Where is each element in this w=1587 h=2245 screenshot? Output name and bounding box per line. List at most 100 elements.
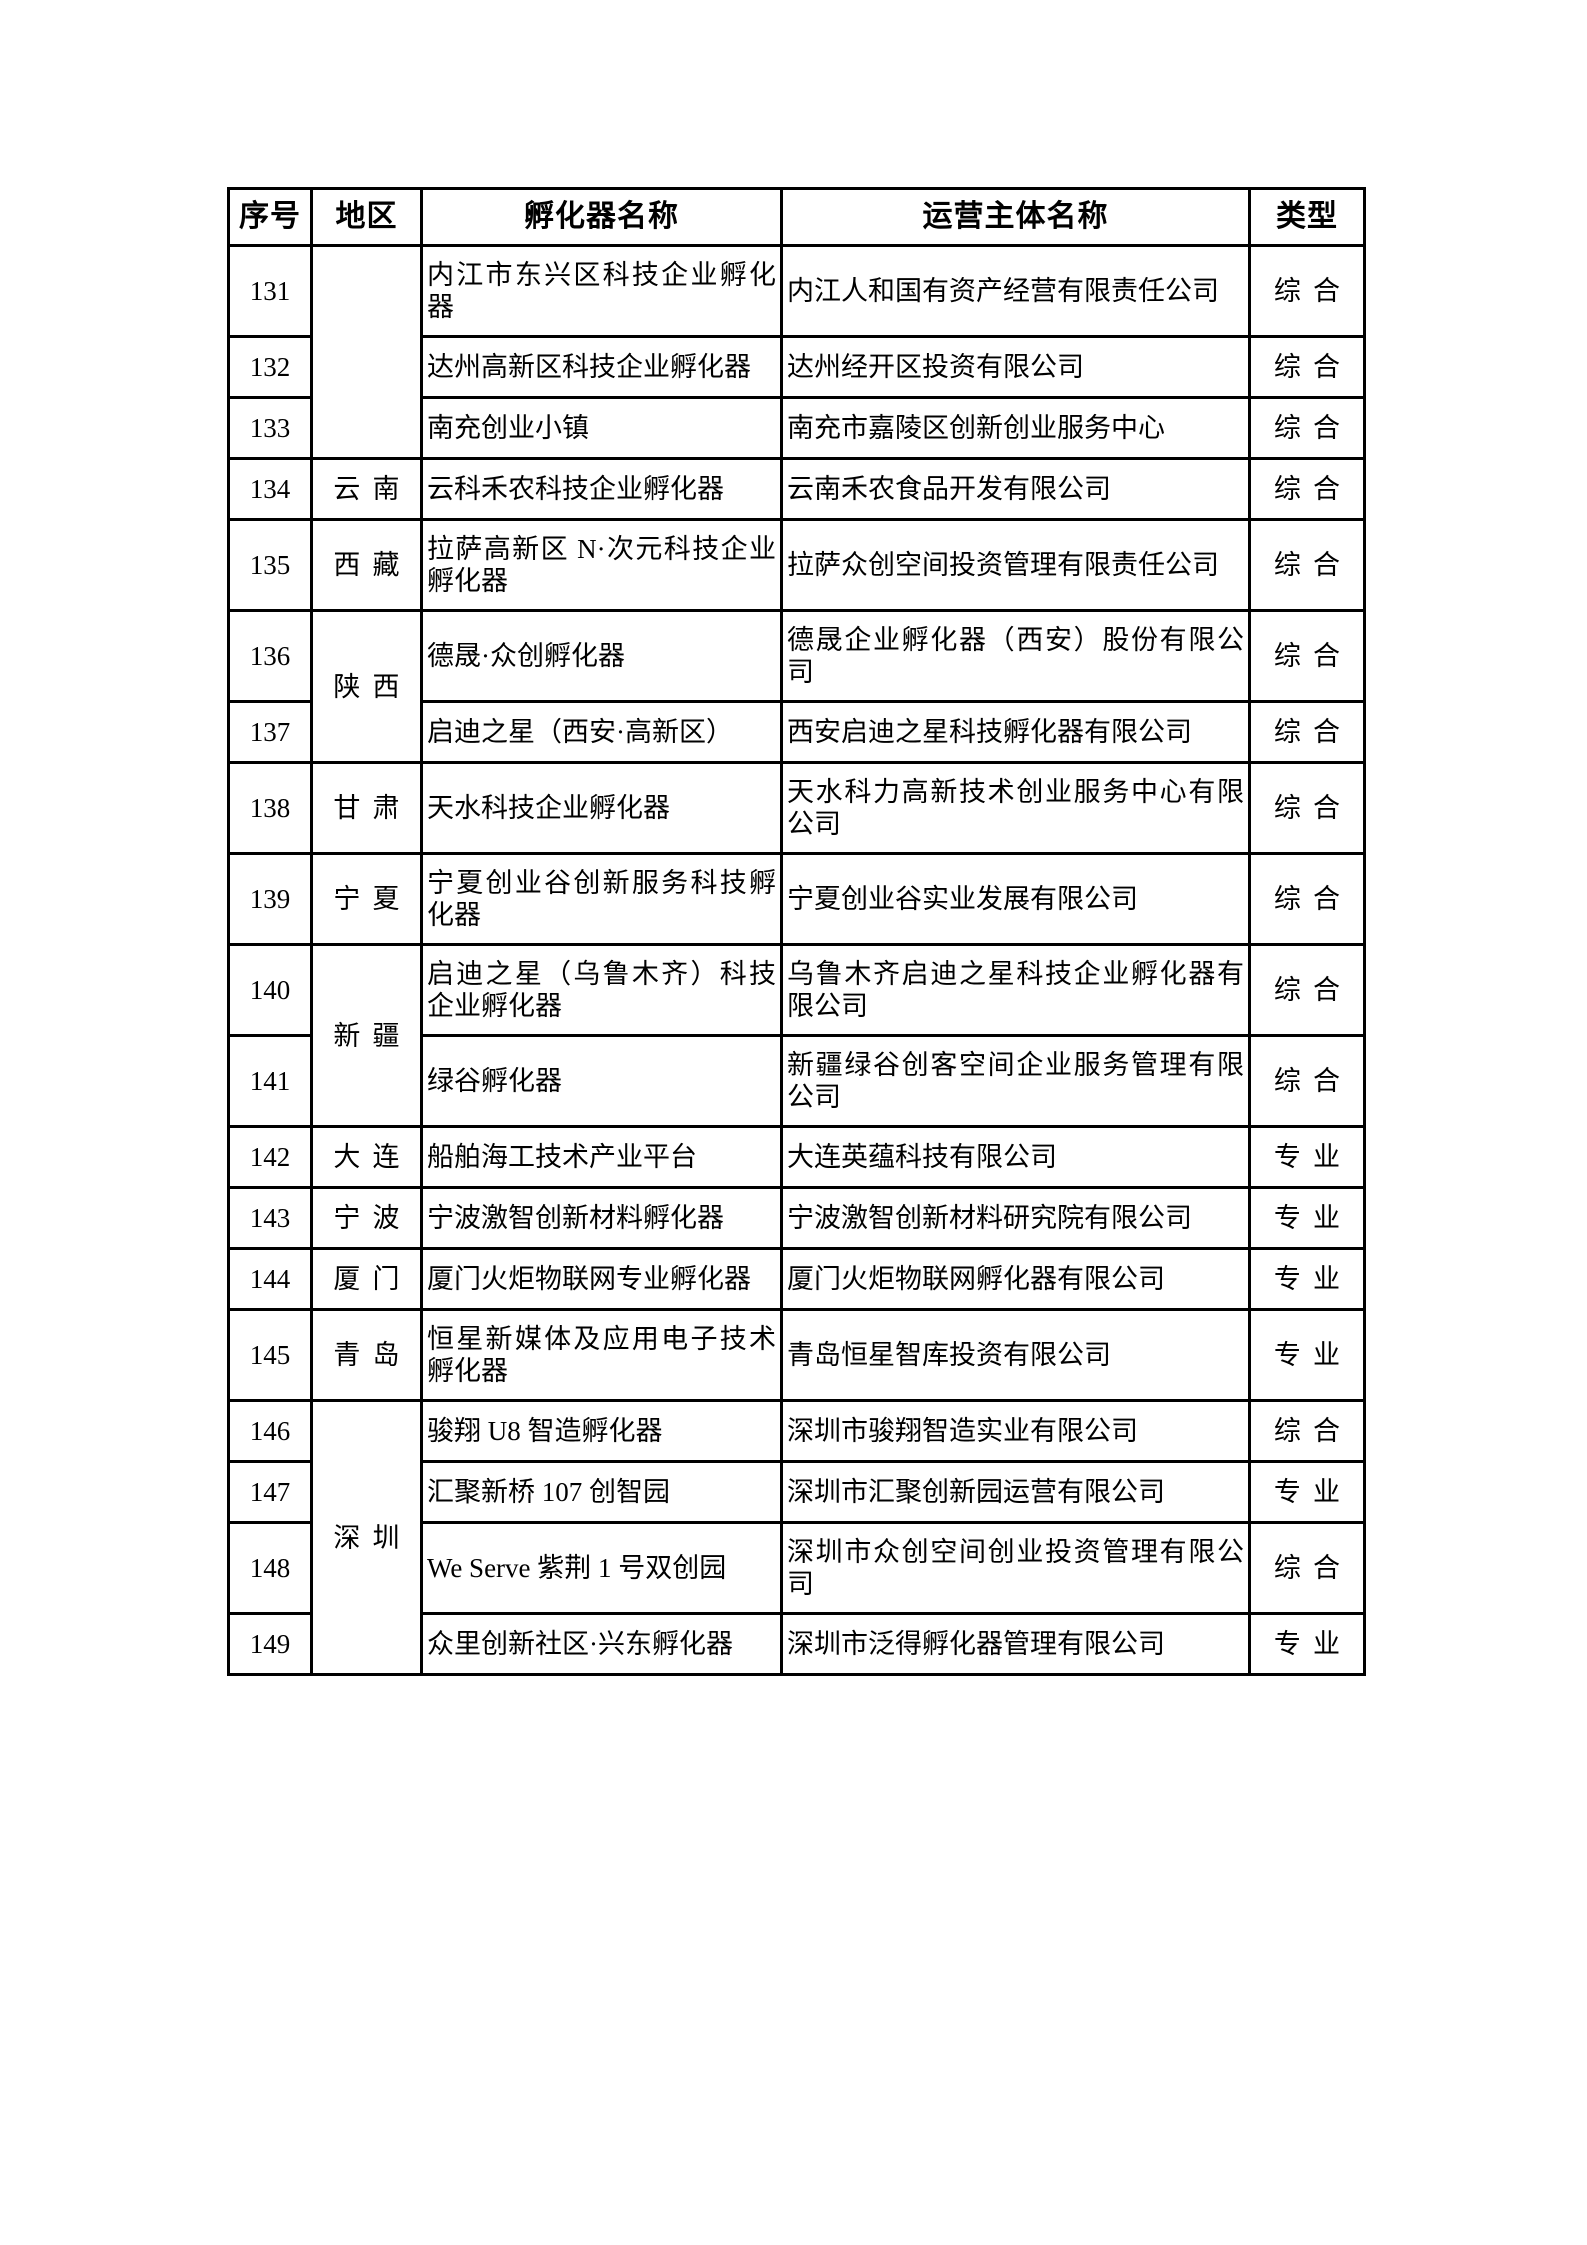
type-cell: 综合 xyxy=(1248,1034,1366,1128)
table-row: 146 深圳 骏翔 U8 智造孵化器 深圳市骏翔智造实业有限公司 综合 xyxy=(227,1399,1366,1676)
table-row: 132 达州高新区科技企业孵化器 达州经开区投资有限公司 综合 xyxy=(227,335,1366,399)
operator-name-cell: 乌鲁木齐启迪之星科技企业孵化器有限公司 xyxy=(780,943,1251,1037)
table-row: 149 众里创新社区·兴东孵化器 深圳市泛得孵化器管理有限公司 专业 xyxy=(227,1612,1366,1676)
table-row: 133 南充创业小镇 南充市嘉陵区创新创业服务中心 综合 xyxy=(227,396,1366,460)
row-number-cell: 147 xyxy=(227,1460,313,1524)
incubator-name-cell: 云科禾农科技企业孵化器 xyxy=(420,457,783,521)
operator-name-cell: 西安启迪之星科技孵化器有限公司 xyxy=(780,700,1251,764)
row-number-cell: 144 xyxy=(227,1247,313,1311)
operator-name-cell: 宁夏创业谷实业发展有限公司 xyxy=(780,852,1251,946)
operator-name-cell: 深圳市众创空间创业投资管理有限公司 xyxy=(780,1521,1251,1615)
row-number-cell: 131 xyxy=(227,244,313,338)
incubator-name-cell: 拉萨高新区 N·次元科技企业孵化器 xyxy=(420,518,783,612)
operator-name-cell: 达州经开区投资有限公司 xyxy=(780,335,1251,399)
incubator-table: 序号 地区 孵化器名称 运营主体名称 类型 131 内江市东兴区科技企业孵化器 内江人和国有… xyxy=(227,187,1366,1676)
operator-name-cell: 深圳市汇聚创新园运营有限公司 xyxy=(780,1460,1251,1524)
table-row: 139 宁夏 宁夏创业谷创新服务科技孵化器 宁夏创业谷实业发展有限公司 综合 xyxy=(227,852,1366,946)
incubator-name-cell: 达州高新区科技企业孵化器 xyxy=(420,335,783,399)
table-row: 136 陕西 德晟·众创孵化器 德晟企业孵化器（西安）股份有限公司 综合 xyxy=(227,609,1366,764)
type-cell: 综合 xyxy=(1248,1399,1366,1463)
operator-name-cell: 拉萨众创空间投资管理有限责任公司 xyxy=(780,518,1251,612)
operator-name-cell: 天水科力高新技术创业服务中心有限公司 xyxy=(780,761,1251,855)
operator-name-cell: 青岛恒星智库投资有限公司 xyxy=(780,1308,1251,1402)
region-cell: 大连 xyxy=(310,1125,423,1189)
region-cell: 甘肃 xyxy=(310,761,423,855)
incubator-name-cell: 汇聚新桥 107 创智园 xyxy=(420,1460,783,1524)
row-number-cell: 135 xyxy=(227,518,313,612)
table-body: 131 内江市东兴区科技企业孵化器 内江人和国有资产经营有限责任公司 综合 132 达州高… xyxy=(227,244,1366,1676)
table-header-row: 序号 地区 孵化器名称 运营主体名称 类型 xyxy=(227,187,1366,247)
row-number-cell: 145 xyxy=(227,1308,313,1402)
table-row: 138 甘肃 天水科技企业孵化器 天水科力高新技术创业服务中心有限公司 综合 xyxy=(227,761,1366,855)
incubator-name-cell: 宁夏创业谷创新服务科技孵化器 xyxy=(420,852,783,946)
operator-name-cell: 大连英蕴科技有限公司 xyxy=(780,1125,1251,1189)
row-number-cell: 133 xyxy=(227,396,313,460)
incubator-name-cell: 天水科技企业孵化器 xyxy=(420,761,783,855)
row-number-cell: 141 xyxy=(227,1034,313,1128)
incubator-name-cell: 南充创业小镇 xyxy=(420,396,783,460)
row-number-cell: 148 xyxy=(227,1521,313,1615)
table-row: 141 绿谷孵化器 新疆绿谷创客空间企业服务管理有限公司 综合 xyxy=(227,1034,1366,1128)
col-header-name: 孵化器名称 xyxy=(420,187,783,247)
row-number-cell: 139 xyxy=(227,852,313,946)
incubator-name-cell: We Serve 紫荆 1 号双创园 xyxy=(420,1521,783,1615)
operator-name-cell: 宁波激智创新材料研究院有限公司 xyxy=(780,1186,1251,1250)
row-number-cell: 146 xyxy=(227,1399,313,1463)
region-cell: 深圳 xyxy=(310,1399,423,1676)
operator-name-cell: 深圳市泛得孵化器管理有限公司 xyxy=(780,1612,1251,1676)
table-row: 145 青岛 恒星新媒体及应用电子技术孵化器 青岛恒星智库投资有限公司 专业 xyxy=(227,1308,1366,1402)
region-cell: 宁夏 xyxy=(310,852,423,946)
region-cell: 云南 xyxy=(310,457,423,521)
incubator-name-cell: 宁波激智创新材料孵化器 xyxy=(420,1186,783,1250)
region-cell xyxy=(310,244,423,460)
type-cell: 综合 xyxy=(1248,943,1366,1037)
table-row: 148 We Serve 紫荆 1 号双创园 深圳市众创空间创业投资管理有限公司 综合 xyxy=(227,1521,1366,1615)
table-row: 135 西藏 拉萨高新区 N·次元科技企业孵化器 拉萨众创空间投资管理有限责任公司 综合 xyxy=(227,518,1366,612)
col-header-type: 类型 xyxy=(1248,187,1366,247)
incubator-name-cell: 绿谷孵化器 xyxy=(420,1034,783,1128)
type-cell: 综合 xyxy=(1248,244,1366,338)
incubator-name-cell: 众里创新社区·兴东孵化器 xyxy=(420,1612,783,1676)
row-number-cell: 138 xyxy=(227,761,313,855)
col-header-operator: 运营主体名称 xyxy=(780,187,1251,247)
table-row: 144 厦门 厦门火炬物联网专业孵化器 厦门火炬物联网孵化器有限公司 专业 xyxy=(227,1247,1366,1311)
region-cell: 宁波 xyxy=(310,1186,423,1250)
table-row: 147 汇聚新桥 107 创智园 深圳市汇聚创新园运营有限公司 专业 xyxy=(227,1460,1366,1524)
region-cell: 新疆 xyxy=(310,943,423,1128)
type-cell: 综合 xyxy=(1248,1521,1366,1615)
incubator-name-cell: 骏翔 U8 智造孵化器 xyxy=(420,1399,783,1463)
col-header-no: 序号 xyxy=(227,187,313,247)
type-cell: 专业 xyxy=(1248,1186,1366,1250)
type-cell: 专业 xyxy=(1248,1247,1366,1311)
operator-name-cell: 内江人和国有资产经营有限责任公司 xyxy=(780,244,1251,338)
table-row: 142 大连 船舶海工技术产业平台 大连英蕴科技有限公司 专业 xyxy=(227,1125,1366,1189)
operator-name-cell: 厦门火炬物联网孵化器有限公司 xyxy=(780,1247,1251,1311)
type-cell: 综合 xyxy=(1248,396,1366,460)
region-cell: 西藏 xyxy=(310,518,423,612)
col-header-region: 地区 xyxy=(310,187,423,247)
type-cell: 综合 xyxy=(1248,518,1366,612)
incubator-name-cell: 船舶海工技术产业平台 xyxy=(420,1125,783,1189)
type-cell: 专业 xyxy=(1248,1308,1366,1402)
type-cell: 综合 xyxy=(1248,761,1366,855)
type-cell: 专业 xyxy=(1248,1125,1366,1189)
table-row: 143 宁波 宁波激智创新材料孵化器 宁波激智创新材料研究院有限公司 专业 xyxy=(227,1186,1366,1250)
type-cell: 综合 xyxy=(1248,609,1366,703)
operator-name-cell: 新疆绿谷创客空间企业服务管理有限公司 xyxy=(780,1034,1251,1128)
type-cell: 综合 xyxy=(1248,457,1366,521)
type-cell: 综合 xyxy=(1248,335,1366,399)
operator-name-cell: 深圳市骏翔智造实业有限公司 xyxy=(780,1399,1251,1463)
incubator-name-cell: 厦门火炬物联网专业孵化器 xyxy=(420,1247,783,1311)
table-row: 134 云南 云科禾农科技企业孵化器 云南禾农食品开发有限公司 综合 xyxy=(227,457,1366,521)
incubator-name-cell: 恒星新媒体及应用电子技术孵化器 xyxy=(420,1308,783,1402)
table-row: 131 内江市东兴区科技企业孵化器 内江人和国有资产经营有限责任公司 综合 xyxy=(227,244,1366,460)
header-row: 序号 地区 孵化器名称 运营主体名称 类型 xyxy=(227,187,1366,247)
row-number-cell: 149 xyxy=(227,1612,313,1676)
type-cell: 综合 xyxy=(1248,852,1366,946)
incubator-name-cell: 德晟·众创孵化器 xyxy=(420,609,783,703)
table-row: 137 启迪之星（西安·高新区） 西安启迪之星科技孵化器有限公司 综合 xyxy=(227,700,1366,764)
operator-name-cell: 德晟企业孵化器（西安）股份有限公司 xyxy=(780,609,1251,703)
type-cell: 专业 xyxy=(1248,1460,1366,1524)
incubator-name-cell: 内江市东兴区科技企业孵化器 xyxy=(420,244,783,338)
type-cell: 综合 xyxy=(1248,700,1366,764)
